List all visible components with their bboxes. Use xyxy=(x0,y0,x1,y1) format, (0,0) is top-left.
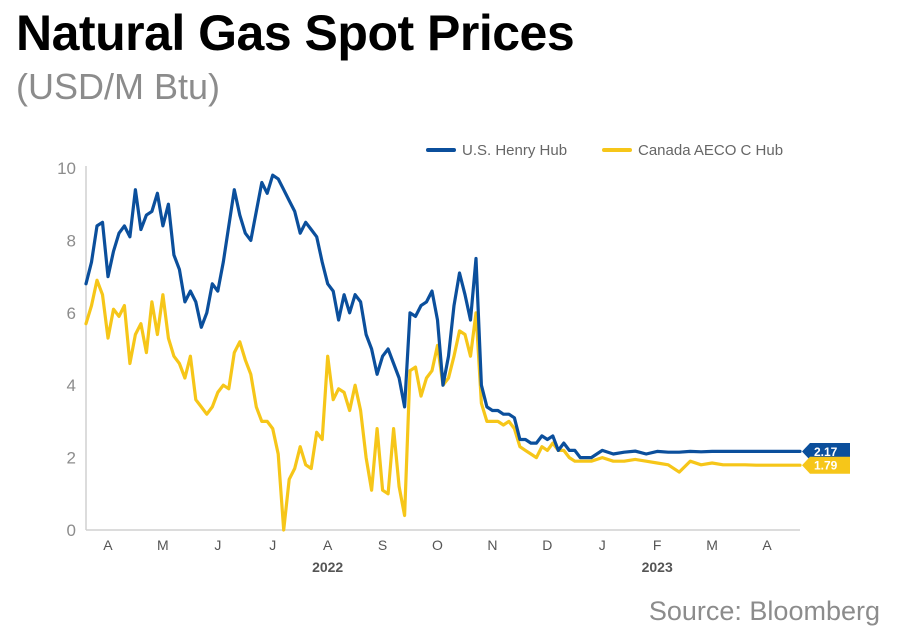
chart-end-labels: 2.171.79 xyxy=(802,442,850,474)
x-tick-label: A xyxy=(103,537,113,553)
y-tick-label: 6 xyxy=(67,304,76,323)
x-tick-label: F xyxy=(653,537,662,553)
x-tick-label: D xyxy=(542,537,552,553)
series-line-aeco xyxy=(84,278,802,532)
chart-series xyxy=(84,173,802,532)
end-label-aeco: 1.79 xyxy=(814,459,838,473)
series-line-henry-hub xyxy=(84,173,802,460)
y-tick-label: 10 xyxy=(57,159,76,178)
x-tick-label: J xyxy=(269,537,276,553)
end-label-box-aeco xyxy=(802,456,850,474)
x-tick-label: J xyxy=(599,537,606,553)
x-tick-label: M xyxy=(706,537,718,553)
x-year-label: 2022 xyxy=(312,559,343,575)
y-tick-label: 2 xyxy=(67,449,76,468)
x-year-label: 2023 xyxy=(642,559,673,575)
x-tick-label: N xyxy=(487,537,497,553)
x-tick-label: A xyxy=(762,537,772,553)
legend-label-henry-hub: U.S. Henry Hub xyxy=(462,142,567,159)
legend-label-aeco: Canada AECO C Hub xyxy=(638,142,783,159)
end-label-henry-hub: 2.17 xyxy=(814,445,838,459)
x-tick-label: A xyxy=(323,537,333,553)
end-label-box-henry-hub xyxy=(802,442,850,460)
y-tick-label: 0 xyxy=(67,521,76,540)
chart-subtitle: (USD/M Btu) xyxy=(16,66,221,107)
chart-legend: U.S. Henry Hub Canada AECO C Hub xyxy=(426,142,783,159)
x-tick-label: S xyxy=(378,537,387,553)
y-tick-label: 4 xyxy=(67,376,76,395)
x-tick-label: M xyxy=(157,537,169,553)
chart-title: Natural Gas Spot Prices xyxy=(16,5,575,61)
chart-axes: 0 2 4 6 8 10 A M J J A S O N D J F M A 2022 2023 xyxy=(57,159,800,575)
source-note: Source: Bloomberg xyxy=(648,596,880,626)
x-tick-label: O xyxy=(432,537,443,553)
y-tick-label: 8 xyxy=(67,231,76,250)
x-tick-label: J xyxy=(214,537,221,553)
